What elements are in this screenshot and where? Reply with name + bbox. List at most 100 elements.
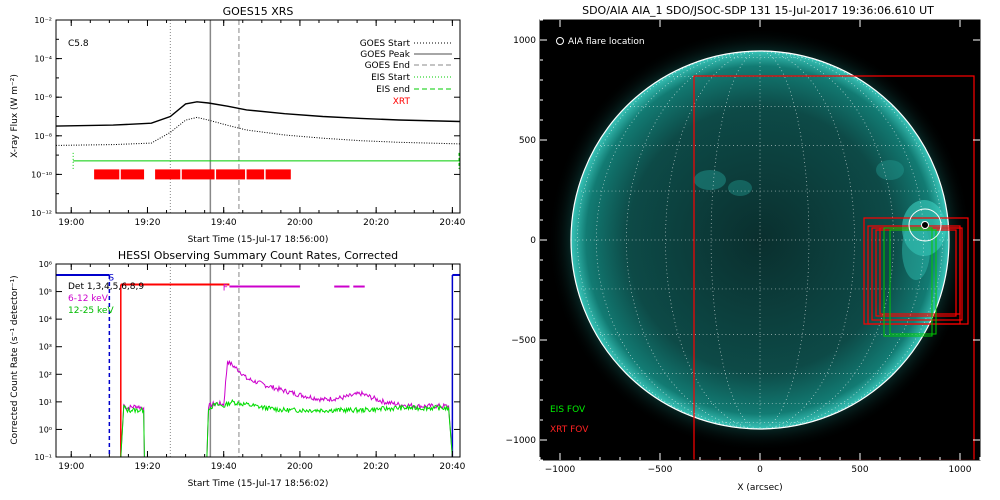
xrt-fov-box <box>693 75 975 460</box>
longitude-grid-line <box>759 50 855 430</box>
aia-x-tick-label: 1000 <box>949 465 972 475</box>
aia-xlabel: X (arcsec) <box>737 483 782 493</box>
hessi-axes: 10⁻¹ 10⁰ 10¹ 10² 10³ 10⁴ 10⁵ 10⁶ 19:00 19:20 19:40… <box>34 260 465 472</box>
xrt-interval-bar <box>246 169 265 180</box>
goes-plot-area <box>56 20 460 213</box>
aia-x-tick-label: 0 <box>757 465 763 475</box>
y-tick-label: 10⁵ <box>39 288 52 297</box>
x-tick-label: 19:40 <box>211 462 237 472</box>
goes-panel: GOES15 XRS 10⁻¹² 10⁻¹⁰ 10⁻⁸ 10⁻⁶ 10⁻⁴ 10⁻² 19:… <box>10 5 466 245</box>
longitude-grid-line <box>665 50 761 430</box>
goes-legend: GOES Start GOES Peak GOES End EIS Start … <box>360 39 452 107</box>
xrt-interval-bar <box>265 169 291 180</box>
aia-y-tick-label: 500 <box>519 136 536 146</box>
goes-long-channel-line <box>56 101 460 127</box>
flare-location-legend-icon <box>556 37 564 45</box>
xrt-interval-bar <box>120 169 145 180</box>
aia-x-tick-label: −1000 <box>545 465 576 475</box>
eis-fov-box <box>883 227 933 337</box>
goes-xlabel: Start Time (15-Jul-17 18:56:00) <box>188 235 329 245</box>
y-tick-label: 10³ <box>39 343 52 352</box>
x-tick-label: 20:00 <box>287 218 313 228</box>
y-tick-label: 10⁻⁸ <box>34 132 52 141</box>
hessi-plot-area <box>56 264 460 457</box>
y-tick-label: 10⁻⁴ <box>34 55 52 64</box>
saa-marker-label: S <box>108 274 114 284</box>
flare-location-label: AIA flare location <box>568 37 645 47</box>
x-tick-label: 19:00 <box>58 462 84 472</box>
aia-image <box>548 28 975 460</box>
aia-x-tick-label: 500 <box>851 465 868 475</box>
y-tick-label: 10⁻² <box>34 16 52 25</box>
flare-location-point <box>921 221 929 229</box>
active-region-north <box>694 170 726 190</box>
xrt-interval-bar <box>216 169 246 180</box>
longitude-grid-line <box>759 50 925 430</box>
legend-eis-end: EIS end <box>376 85 410 95</box>
aia-y-tick-label: −1000 <box>506 436 537 446</box>
aia-y-tick-label: −500 <box>511 336 536 346</box>
hessi-panel: HESSI Observing Summary Count Rates, Cor… <box>10 249 466 489</box>
active-region-ne <box>876 160 904 180</box>
y-tick-label: 10⁻¹² <box>31 209 52 218</box>
y-tick-label: 10¹ <box>39 398 52 407</box>
x-tick-label: 20:40 <box>439 462 465 472</box>
solar-disk <box>571 51 949 429</box>
solar-limb <box>570 50 950 430</box>
goes-axes: 10⁻¹² 10⁻¹⁰ 10⁻⁸ 10⁻⁶ 10⁻⁴ 10⁻² 19:00 19:20 19:4… <box>31 16 465 228</box>
flare-location-circle <box>908 208 942 242</box>
goes-class-label: C5.8 <box>68 39 89 49</box>
y-tick-label: 10⁻¹⁰ <box>31 170 52 179</box>
legend-xrt: XRT <box>393 97 411 107</box>
legend-goes-end: GOES End <box>365 61 410 71</box>
xrt-interval-bar <box>155 169 181 180</box>
x-tick-label: 20:20 <box>363 462 389 472</box>
band-low-line <box>120 360 453 457</box>
aia-panel: SDO/AIA AIA_1 SDO/JSOC-SDP 131 15-Jul-20… <box>506 4 981 493</box>
y-tick-label: 10⁰ <box>39 425 52 434</box>
goes-short-channel-line <box>56 116 460 146</box>
x-tick-label: 19:00 <box>58 218 84 228</box>
xrt-fov-label: XRT FOV <box>550 425 589 435</box>
legend-detectors: Det 1,3,4,5,6,8,9 <box>68 282 144 292</box>
y-tick-label: 10⁻⁶ <box>34 93 52 102</box>
aia-axes: −1000 1000 −500 500 0 0 500 −500 1000 −1000 <box>506 19 981 475</box>
legend-band-low: 6-12 keV <box>68 294 109 304</box>
y-tick-label: 10⁶ <box>39 260 52 269</box>
y-tick-label: 10⁴ <box>39 315 52 324</box>
x-tick-label: 20:20 <box>363 218 389 228</box>
xrt-interval-bar <box>94 169 120 180</box>
longitude-grid-line <box>595 50 761 430</box>
flare-marker-label: F <box>223 283 228 293</box>
hessi-axes-frame <box>55 263 461 458</box>
x-tick-label: 19:20 <box>135 462 161 472</box>
longitude-grid-line <box>759 50 894 430</box>
y-tick-label: 10² <box>39 370 52 379</box>
legend-goes-start: GOES Start <box>360 39 411 49</box>
aia-title: SDO/AIA AIA_1 SDO/JSOC-SDP 131 15-Jul-20… <box>582 4 934 17</box>
hessi-legend: Det 1,3,4,5,6,8,9 6-12 keV 12-25 keV <box>68 282 144 316</box>
eis-fov-box <box>889 229 937 335</box>
active-region-loops <box>902 220 930 280</box>
legend-eis-start: EIS Start <box>371 73 410 83</box>
x-tick-label: 20:00 <box>287 462 313 472</box>
y-tick-label: 10⁻¹ <box>34 453 52 462</box>
legend-goes-peak: GOES Peak <box>360 50 410 60</box>
aia-y-tick-label: 1000 <box>513 36 536 46</box>
x-tick-label: 20:40 <box>439 218 465 228</box>
hessi-xlabel: Start Time (15-Jul-17 18:56:02) <box>188 479 329 489</box>
x-tick-label: 19:40 <box>211 218 237 228</box>
xrt-fov-box <box>867 225 961 325</box>
hessi-ylabel: Corrected Count Rate (s⁻¹ detector⁻¹) <box>10 275 20 444</box>
xrt-interval-bar <box>181 169 215 180</box>
aia-x-tick-label: −500 <box>648 465 673 475</box>
aia-y-tick-label: 0 <box>530 236 536 246</box>
band-high-line <box>120 398 453 457</box>
aia-legend: AIA flare location EIS FOV XRT FOV <box>550 37 645 435</box>
longitude-grid-line <box>626 50 761 430</box>
goes-ylabel: X-ray Flux (W m⁻²) <box>10 74 20 158</box>
hessi-title: HESSI Observing Summary Count Rates, Cor… <box>118 249 398 262</box>
goes-title: GOES15 XRS <box>223 5 294 18</box>
x-tick-label: 19:20 <box>135 218 161 228</box>
